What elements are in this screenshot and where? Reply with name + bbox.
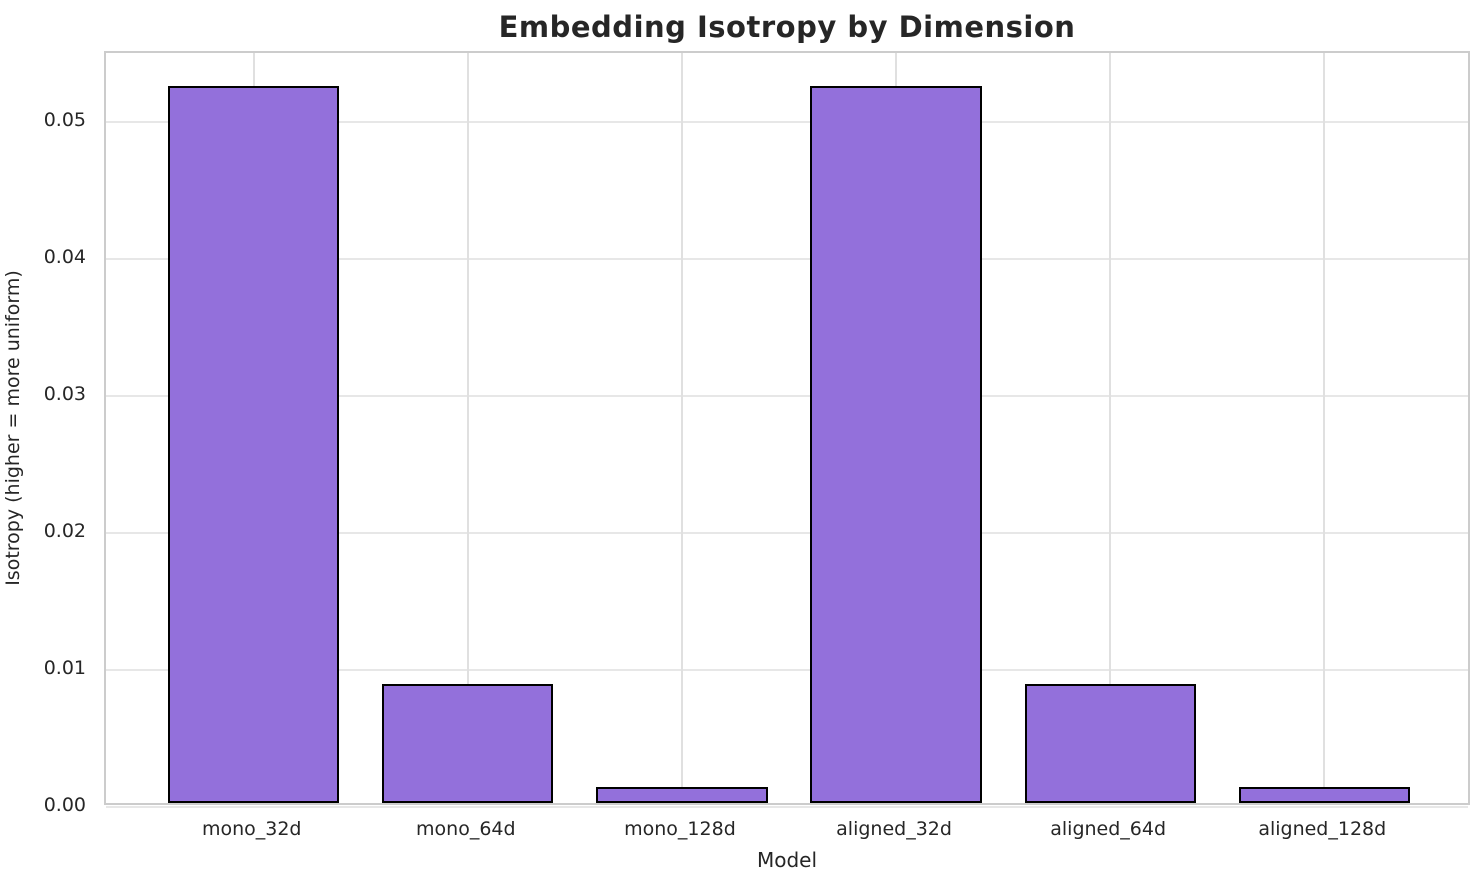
gridline-vertical	[1323, 53, 1326, 803]
bar-aligned_64d	[1024, 683, 1196, 803]
plot-area	[104, 51, 1470, 808]
bar-mono_128d	[596, 786, 768, 803]
bar-mono_32d	[168, 86, 340, 803]
x-tick-label: mono_64d	[416, 818, 516, 840]
gridline-horizontal	[106, 668, 1468, 671]
y-tick-label: 0.01	[43, 656, 86, 679]
x-tick-label: mono_32d	[201, 818, 302, 840]
gridline-horizontal	[106, 531, 1468, 534]
x-tick-label: aligned_128d	[1258, 818, 1387, 840]
y-tick-label: 0.02	[43, 519, 86, 542]
gridline-vertical	[466, 53, 469, 803]
y-tick-label: 0.03	[43, 382, 86, 405]
x-tick-label: aligned_32d	[836, 818, 952, 840]
gridline-horizontal	[106, 257, 1468, 260]
bar-aligned_32d	[810, 86, 982, 803]
gridline-horizontal	[106, 806, 1468, 808]
bar-aligned_128d	[1238, 786, 1410, 803]
chart-title: Embedding Isotropy by Dimension	[498, 10, 1076, 44]
bar-mono_64d	[382, 683, 554, 803]
gridline-vertical	[680, 53, 683, 803]
y-tick-label: 0.00	[43, 794, 86, 816]
gridline-vertical	[1109, 53, 1112, 803]
y-tick-label: 0.04	[43, 245, 86, 268]
x-tick-label: aligned_64d	[1050, 818, 1167, 840]
gridline-horizontal	[106, 394, 1468, 397]
gridline-horizontal	[106, 120, 1468, 123]
x-tick-label: mono_128d	[624, 818, 736, 840]
y-tick-label: 0.05	[43, 108, 86, 131]
x-axis-label: Model	[756, 848, 818, 872]
